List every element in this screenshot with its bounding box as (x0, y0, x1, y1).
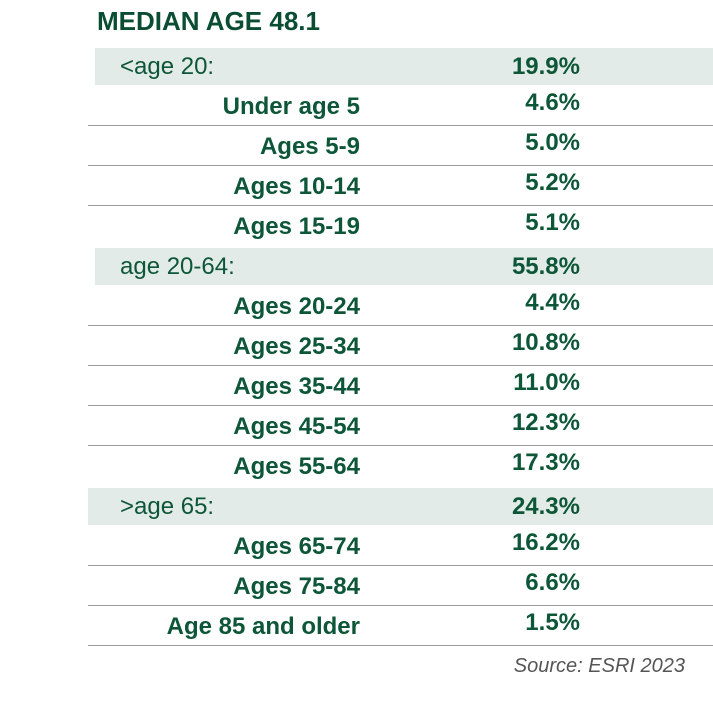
row-separator (88, 565, 713, 566)
row-label: Ages 55-64 (233, 453, 360, 480)
group-value: 55.8% (511, 253, 580, 280)
group-value: 19.9% (511, 53, 580, 80)
row-label: Ages 10-14 (233, 173, 360, 200)
source: Source: ESRI 2023 (513, 655, 685, 677)
group-band (95, 248, 713, 285)
row-label: Ages 20-24 (233, 293, 360, 320)
row-label: Ages 65-74 (233, 533, 360, 560)
row-label: Ages 35-44 (233, 373, 360, 400)
row-value: 12.3% (511, 409, 580, 436)
row-separator (88, 365, 713, 366)
row-label: Under age 5 (222, 93, 360, 120)
row-label: Ages 45-54 (233, 413, 360, 440)
row-value: 16.2% (511, 529, 580, 556)
row-separator (88, 445, 713, 446)
row-separator (88, 405, 713, 406)
row-value: 1.5% (525, 609, 580, 636)
group-label: age 20-64: (120, 253, 235, 280)
group-value: 24.3% (511, 493, 580, 520)
row-separator (88, 325, 713, 326)
group-label: <age 20: (120, 53, 215, 80)
group-band (95, 48, 713, 85)
row-separator (88, 165, 713, 166)
row-value: 6.6% (525, 569, 580, 596)
row-value: 5.2% (525, 169, 580, 196)
row-separator (88, 605, 713, 606)
title: MEDIAN AGE 48.1 (97, 6, 320, 36)
row-value: 11.0% (513, 369, 580, 396)
row-separator (88, 645, 713, 646)
group-label: >age 65: (120, 493, 215, 520)
row-value: 5.0% (525, 129, 580, 156)
group-band (88, 488, 713, 525)
row-value: 10.8% (511, 329, 580, 356)
row-label: Ages 5-9 (259, 133, 360, 160)
row-separator (88, 125, 713, 126)
row-label: Ages 75-84 (233, 573, 360, 600)
row-value: 5.1% (525, 209, 580, 236)
row-label: Ages 15-19 (233, 213, 360, 240)
row-label: Ages 25-34 (233, 333, 360, 360)
row-label: Age 85 and older (166, 613, 360, 640)
row-value: 17.3% (511, 449, 580, 476)
row-separator (88, 205, 713, 206)
row-value: 4.4% (525, 289, 580, 316)
row-value: 4.6% (525, 89, 580, 116)
